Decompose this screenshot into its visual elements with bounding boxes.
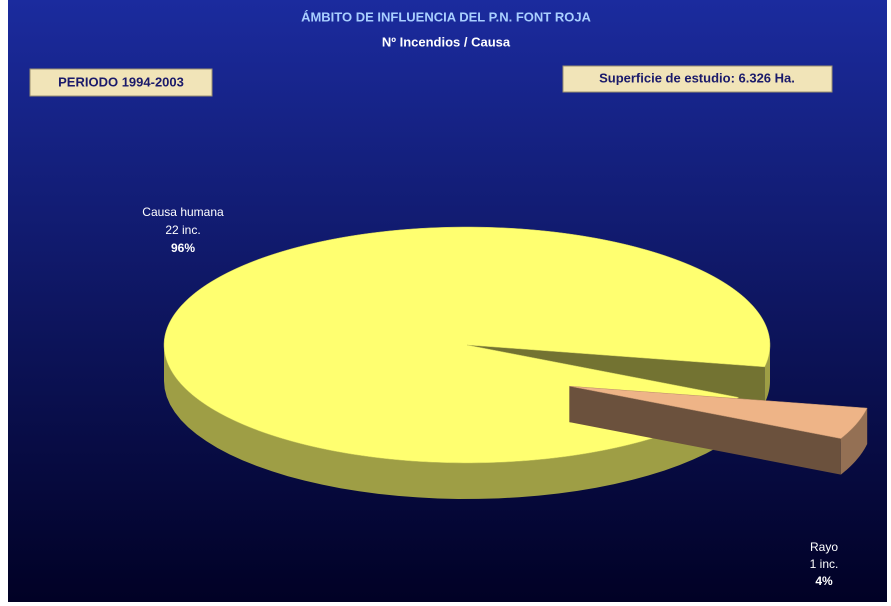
percent-label: 4%	[815, 574, 833, 588]
slice-side	[164, 345, 739, 499]
annotation: Superficie de estudio: 6.326 Ha.	[599, 70, 795, 85]
slice-side	[840, 408, 868, 475]
slice-label: Rayo	[810, 540, 838, 554]
value-label: 22 inc.	[165, 223, 200, 237]
annotation-box	[29, 68, 213, 97]
slice-wall	[569, 386, 841, 475]
annotation: PERIODO 1994-2003	[58, 74, 184, 89]
slice-side	[764, 345, 770, 403]
annotation-box	[562, 65, 833, 93]
percent-label: 96%	[171, 241, 195, 255]
chart-title: ÁMBITO DE INFLUENCIA DEL P.N. FONT ROJA	[301, 9, 591, 24]
value-label: 1 inc.	[810, 557, 839, 571]
pie	[163, 226, 868, 499]
slice-label: Causa humana	[142, 205, 224, 219]
chart-subtitle: Nº Incendios / Causa	[382, 34, 511, 49]
slice	[569, 385, 868, 439]
